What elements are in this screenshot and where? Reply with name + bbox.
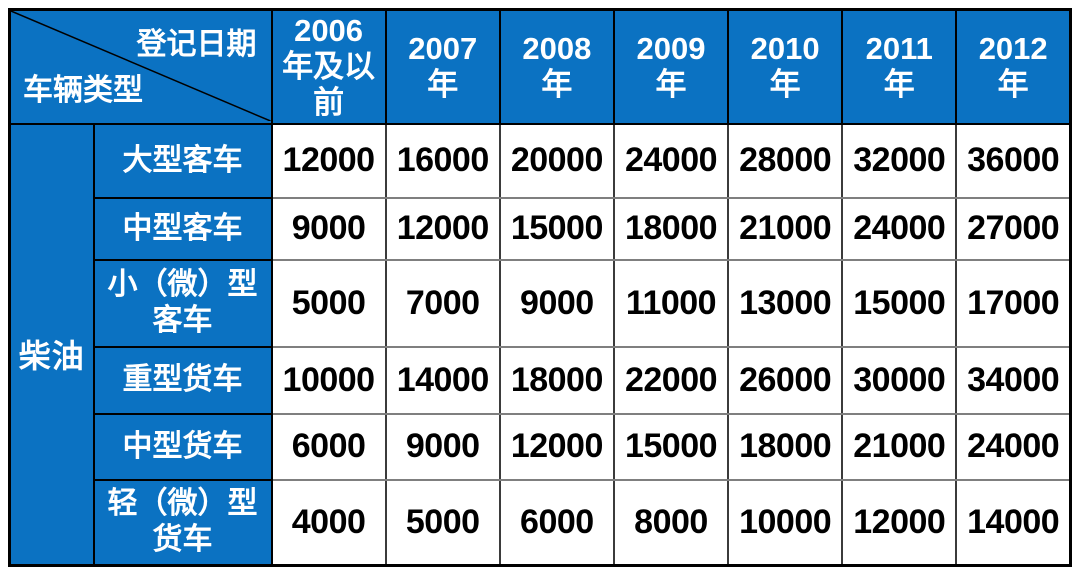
- value-cell: 18000: [727, 412, 844, 481]
- diagonal-divider: [11, 11, 271, 121]
- year-header-2006-and-before: 2006年及以前: [270, 8, 387, 125]
- year-header-2012: 2012年: [955, 8, 1072, 125]
- value-cell: 12000: [841, 478, 958, 567]
- value-cell: 24000: [955, 412, 1072, 481]
- value-cell: 6000: [270, 412, 387, 481]
- year-header-2008: 2008年: [498, 8, 615, 125]
- vehicle-type-cell: 重型货车: [92, 345, 273, 415]
- header-row: 登记日期 车辆类型 2006年及以前 2007年 2008年 2009年 201…: [8, 8, 1072, 125]
- value-cell: 12000: [270, 122, 387, 199]
- table-row: 轻（微）型货车 4000 5000 6000 8000 10000 12000 …: [10, 478, 1072, 567]
- subsidy-table: 登记日期 车辆类型 2006年及以前 2007年 2008年 2009年 201…: [8, 8, 1072, 567]
- value-cell: 26000: [727, 345, 844, 415]
- value-cell: 18000: [498, 345, 615, 415]
- corner-header-cell: 登记日期 车辆类型: [8, 8, 273, 125]
- table-row: 中型货车 6000 9000 12000 15000 18000 21000 2…: [10, 412, 1072, 481]
- vehicle-type-cell: 轻（微）型货车: [92, 478, 273, 567]
- value-cell: 5000: [270, 258, 387, 348]
- year-header-2007: 2007年: [384, 8, 501, 125]
- table-row: 柴油 大型客车 12000 16000 20000 24000 28000 32…: [8, 122, 1072, 567]
- value-cell: 8000: [612, 478, 730, 567]
- corner-inner: 登记日期 车辆类型: [11, 11, 271, 121]
- vehicle-type-cell: 大型客车: [92, 122, 273, 199]
- value-cell: 10000: [270, 345, 387, 415]
- value-cell: 20000: [498, 122, 615, 199]
- value-cell: 30000: [841, 345, 958, 415]
- year-header-2010: 2010年: [727, 8, 844, 125]
- value-cell: 36000: [955, 122, 1072, 199]
- value-cell: 34000: [955, 345, 1072, 415]
- value-cell: 12000: [498, 412, 615, 481]
- value-cell: 24000: [612, 122, 730, 199]
- value-cell: 18000: [612, 196, 730, 261]
- value-cell: 10000: [727, 478, 844, 567]
- value-cell: 15000: [498, 196, 615, 261]
- corner-label-vehicle-type: 车辆类型: [23, 74, 143, 107]
- table-row: 中型客车 9000 12000 15000 18000 21000 24000 …: [10, 196, 1072, 261]
- value-cell: 21000: [841, 412, 958, 481]
- value-cell: 7000: [384, 258, 501, 348]
- vehicle-type-cell: 小（微）型客车: [92, 258, 273, 348]
- vehicle-type-cell: 中型货车: [92, 412, 273, 481]
- year-header-2011: 2011年: [841, 8, 958, 125]
- value-cell: 27000: [955, 196, 1072, 261]
- value-cell: 5000: [384, 478, 501, 567]
- value-cell: 9000: [498, 258, 615, 348]
- fuel-group-cell: 柴油: [8, 122, 95, 567]
- value-cell: 4000: [270, 478, 387, 567]
- value-cell: 15000: [612, 412, 730, 481]
- value-cell: 22000: [612, 345, 730, 415]
- value-cell: 9000: [384, 412, 501, 481]
- value-cell: 14000: [384, 345, 501, 415]
- value-cell: 21000: [727, 196, 844, 261]
- value-cell: 15000: [841, 258, 958, 348]
- value-cell: 9000: [270, 196, 387, 261]
- value-cell: 12000: [384, 196, 501, 261]
- value-cell: 32000: [841, 122, 958, 199]
- table-row: 重型货车 10000 14000 18000 22000 26000 30000…: [10, 345, 1072, 415]
- value-cell: 28000: [727, 122, 844, 199]
- year-header-2009: 2009年: [612, 8, 730, 125]
- value-cell: 14000: [955, 478, 1072, 567]
- value-cell: 13000: [727, 258, 844, 348]
- value-cell: 6000: [498, 478, 615, 567]
- value-cell: 16000: [384, 122, 501, 199]
- corner-label-registration-date: 登记日期: [136, 28, 257, 61]
- table-row: 小（微）型客车 5000 7000 9000 11000 13000 15000…: [10, 258, 1072, 348]
- vehicle-type-cell: 中型客车: [92, 196, 273, 261]
- value-cell: 24000: [841, 196, 958, 261]
- value-cell: 11000: [612, 258, 730, 348]
- value-cell: 17000: [955, 258, 1072, 348]
